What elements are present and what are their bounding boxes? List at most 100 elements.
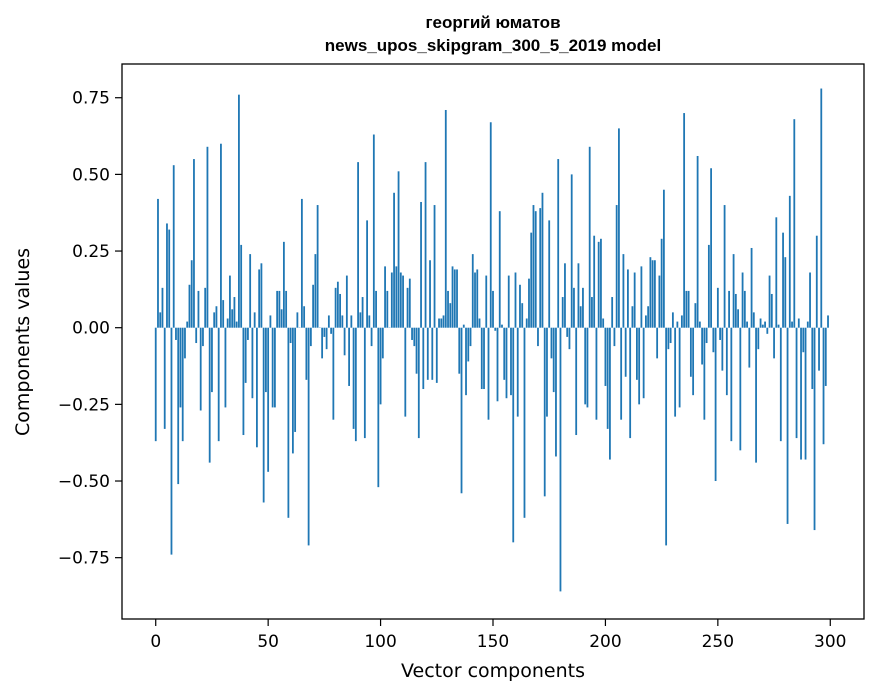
- bar: [640, 266, 643, 328]
- bar: [710, 168, 712, 328]
- bar: [804, 327, 807, 460]
- bar: [809, 272, 811, 328]
- bar: [743, 290, 746, 328]
- bar: [577, 263, 580, 328]
- bar: [309, 327, 312, 347]
- x-tick-label: 150: [477, 632, 509, 652]
- chart-title-line1: георгий юматов: [425, 13, 560, 32]
- bar: [226, 318, 229, 328]
- bar: [485, 275, 488, 328]
- bar: [552, 327, 555, 393]
- bars-group: [154, 88, 829, 592]
- bar: [451, 266, 454, 328]
- bar: [357, 162, 359, 328]
- bar: [777, 324, 780, 328]
- bar: [271, 327, 274, 408]
- bar: [440, 318, 443, 328]
- bar: [204, 287, 207, 328]
- bar: [606, 327, 609, 429]
- bar: [660, 238, 663, 328]
- bar: [521, 303, 524, 328]
- bar: [575, 327, 578, 436]
- bar: [422, 327, 425, 390]
- bar: [249, 254, 252, 328]
- bar: [447, 290, 449, 328]
- bar: [384, 266, 386, 328]
- bar: [157, 198, 159, 328]
- bar: [303, 306, 306, 328]
- bar: [478, 318, 481, 328]
- bar: [721, 327, 724, 371]
- x-tick-label: 300: [814, 632, 846, 652]
- bar: [397, 171, 400, 328]
- bar: [202, 327, 204, 347]
- bar: [510, 327, 512, 396]
- bar: [195, 327, 198, 344]
- bar: [734, 293, 737, 328]
- bar: [537, 327, 539, 347]
- bar: [449, 303, 452, 328]
- bar: [179, 327, 182, 408]
- bar: [244, 327, 247, 383]
- bar: [469, 327, 472, 347]
- bar: [161, 287, 164, 328]
- bar: [262, 327, 265, 503]
- bar: [395, 266, 398, 328]
- bar: [741, 272, 744, 328]
- bar: [253, 312, 256, 328]
- bar: [550, 327, 553, 359]
- bar: [474, 272, 476, 328]
- bar: [528, 278, 530, 328]
- bar: [824, 327, 827, 386]
- bar: [408, 278, 411, 328]
- x-tick-label: 100: [364, 632, 396, 652]
- bar: [406, 287, 409, 328]
- bar: [289, 327, 292, 344]
- bar: [402, 275, 404, 328]
- bar: [487, 327, 490, 420]
- bar: [813, 327, 816, 531]
- bar: [370, 327, 373, 347]
- bar: [415, 327, 418, 374]
- bar: [366, 220, 368, 328]
- bar: [557, 159, 560, 328]
- bar: [696, 155, 699, 328]
- bar: [190, 260, 193, 328]
- bar: [730, 327, 733, 442]
- bar: [377, 327, 380, 488]
- bar: [265, 327, 267, 393]
- bar: [573, 287, 575, 328]
- bar: [564, 263, 566, 328]
- bar: [208, 327, 211, 463]
- bar: [516, 327, 519, 417]
- bar: [759, 318, 762, 328]
- bar: [714, 327, 717, 482]
- bar: [348, 327, 350, 386]
- x-tick-label: 200: [589, 632, 621, 652]
- bar: [712, 327, 715, 353]
- bar: [629, 327, 632, 439]
- bar: [170, 327, 173, 555]
- bar: [746, 321, 748, 328]
- bar: [532, 205, 535, 328]
- bar: [523, 327, 526, 518]
- bar: [291, 327, 294, 454]
- bar: [627, 269, 629, 328]
- bar: [465, 327, 467, 396]
- bar: [181, 327, 184, 442]
- bar: [222, 300, 225, 328]
- bar: [172, 165, 175, 328]
- bar: [211, 327, 213, 393]
- bar: [280, 309, 283, 328]
- bar: [588, 146, 591, 328]
- bar: [586, 327, 589, 408]
- bar: [645, 315, 647, 328]
- bar: [505, 327, 508, 399]
- bar: [316, 205, 319, 328]
- bar: [274, 327, 276, 408]
- bar: [350, 315, 353, 328]
- bar: [559, 327, 562, 592]
- bar: [282, 241, 285, 328]
- bar: [435, 327, 438, 383]
- bar: [750, 247, 753, 328]
